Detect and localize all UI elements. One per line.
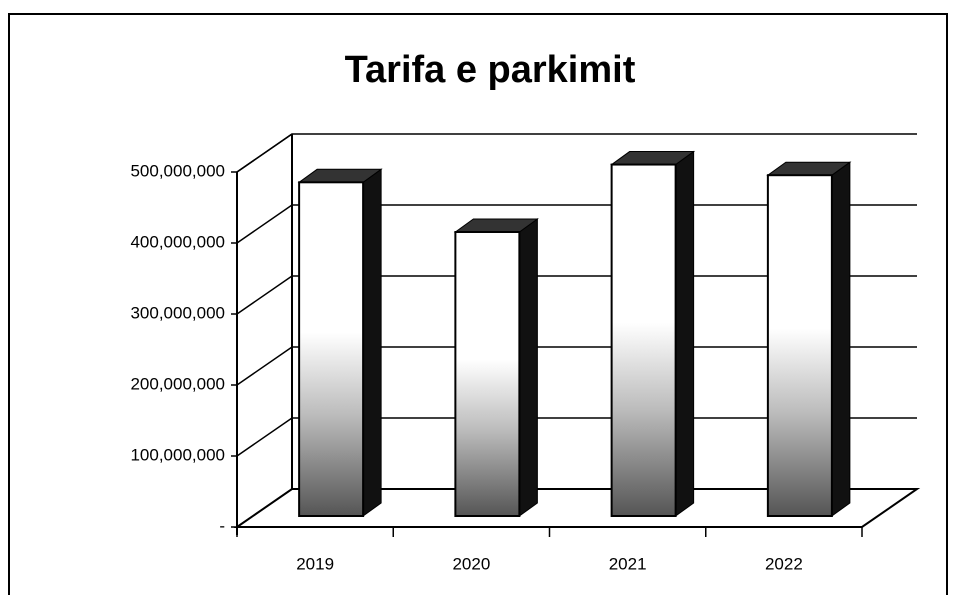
y-tick-label: 500,000,000: [130, 161, 225, 180]
bar-side: [831, 161, 851, 517]
bar-side: [362, 168, 382, 517]
bar: [766, 174, 833, 517]
y-tick-label: 300,000,000: [130, 303, 225, 322]
y-tick-label: 400,000,000: [130, 232, 225, 251]
grid-line: [236, 488, 917, 528]
bar-side: [675, 150, 695, 517]
y-tick-label: 100,000,000: [130, 445, 225, 464]
grid-line: [236, 133, 917, 173]
bar: [610, 163, 677, 518]
x-tick-label: 2022: [765, 554, 803, 573]
bar: [454, 231, 521, 517]
grid-line: [236, 417, 917, 457]
x-tick-label: 2021: [609, 554, 647, 573]
y-tick-label: -: [219, 516, 225, 535]
y-tick-label: 200,000,000: [130, 374, 225, 393]
frame: [8, 13, 948, 595]
chart-title: Tarifa e parkimit: [345, 49, 636, 91]
grid-line: [236, 275, 917, 315]
bar: [298, 181, 365, 518]
x-tick-label: 2019: [296, 554, 334, 573]
grid-line: [236, 346, 917, 386]
grid-line: [236, 204, 917, 244]
bar-side: [518, 218, 538, 517]
x-tick-label: 2020: [452, 554, 490, 573]
